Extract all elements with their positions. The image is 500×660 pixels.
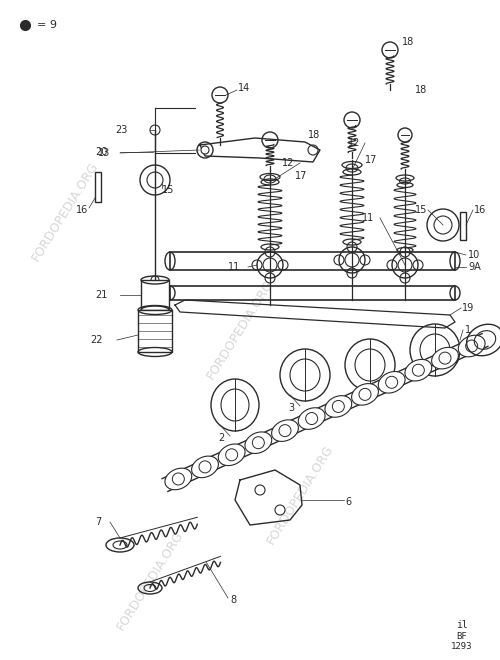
- Text: 6: 6: [345, 497, 351, 507]
- Text: 12: 12: [348, 138, 360, 148]
- Text: 18: 18: [415, 85, 427, 95]
- Ellipse shape: [352, 383, 378, 405]
- Text: 17: 17: [365, 155, 378, 165]
- Circle shape: [226, 449, 237, 461]
- Text: 17: 17: [295, 171, 308, 181]
- Ellipse shape: [325, 396, 351, 417]
- Text: 4: 4: [358, 393, 364, 403]
- Bar: [170, 252, 455, 270]
- Text: 3: 3: [288, 403, 294, 413]
- Text: 23: 23: [115, 125, 128, 135]
- Ellipse shape: [272, 420, 298, 442]
- Text: 11: 11: [228, 262, 240, 272]
- Text: 5: 5: [452, 355, 458, 365]
- Ellipse shape: [298, 408, 325, 429]
- Circle shape: [439, 352, 451, 364]
- Text: 13: 13: [98, 148, 110, 158]
- Text: FORDOPEDIA.ORG: FORDOPEDIA.ORG: [264, 443, 336, 547]
- Text: 8: 8: [230, 595, 236, 605]
- Text: 15: 15: [414, 205, 427, 215]
- Bar: [141, 280, 169, 310]
- Circle shape: [201, 146, 209, 154]
- Text: 18: 18: [402, 37, 414, 47]
- Text: FORDOPEDIA.ORG: FORDOPEDIA.ORG: [204, 278, 276, 382]
- Bar: [95, 172, 101, 202]
- Ellipse shape: [458, 335, 485, 357]
- Bar: [460, 212, 466, 240]
- Ellipse shape: [218, 444, 245, 465]
- Text: 10: 10: [468, 250, 480, 260]
- Polygon shape: [200, 138, 320, 162]
- Circle shape: [279, 424, 291, 437]
- Polygon shape: [235, 470, 302, 525]
- Ellipse shape: [245, 432, 272, 453]
- Text: 14: 14: [238, 83, 250, 93]
- Ellipse shape: [432, 347, 458, 369]
- Circle shape: [199, 461, 211, 473]
- Ellipse shape: [405, 360, 431, 381]
- Text: 9A: 9A: [468, 262, 481, 272]
- Text: 18: 18: [308, 130, 320, 140]
- Text: 21: 21: [95, 290, 108, 300]
- Text: 22: 22: [90, 335, 102, 345]
- Circle shape: [252, 437, 264, 449]
- Text: il: il: [456, 620, 468, 630]
- Circle shape: [172, 473, 184, 485]
- Text: = 9: = 9: [37, 20, 57, 30]
- Bar: [170, 286, 455, 300]
- Polygon shape: [175, 300, 455, 328]
- Text: BF
1293: BF 1293: [451, 632, 473, 651]
- Text: 12: 12: [282, 158, 294, 168]
- Text: FORDOPEDIA.ORG: FORDOPEDIA.ORG: [29, 159, 101, 263]
- Text: 19: 19: [462, 303, 474, 313]
- Bar: [138, 310, 172, 352]
- Text: 16: 16: [474, 205, 486, 215]
- Text: 11: 11: [362, 213, 374, 223]
- Text: 2: 2: [218, 433, 224, 443]
- Text: 1: 1: [465, 325, 471, 335]
- Circle shape: [332, 401, 344, 412]
- Circle shape: [466, 340, 477, 352]
- Circle shape: [412, 364, 424, 376]
- Text: 20: 20: [95, 147, 108, 157]
- Circle shape: [386, 376, 398, 388]
- Text: 15: 15: [162, 185, 174, 195]
- Circle shape: [306, 412, 318, 424]
- Ellipse shape: [192, 456, 218, 478]
- Circle shape: [359, 388, 371, 401]
- Text: 7: 7: [95, 517, 101, 527]
- Text: FORDOPEDIA.ORG: FORDOPEDIA.ORG: [114, 529, 186, 633]
- Text: 16: 16: [76, 205, 88, 215]
- Ellipse shape: [165, 468, 192, 490]
- Ellipse shape: [378, 372, 405, 393]
